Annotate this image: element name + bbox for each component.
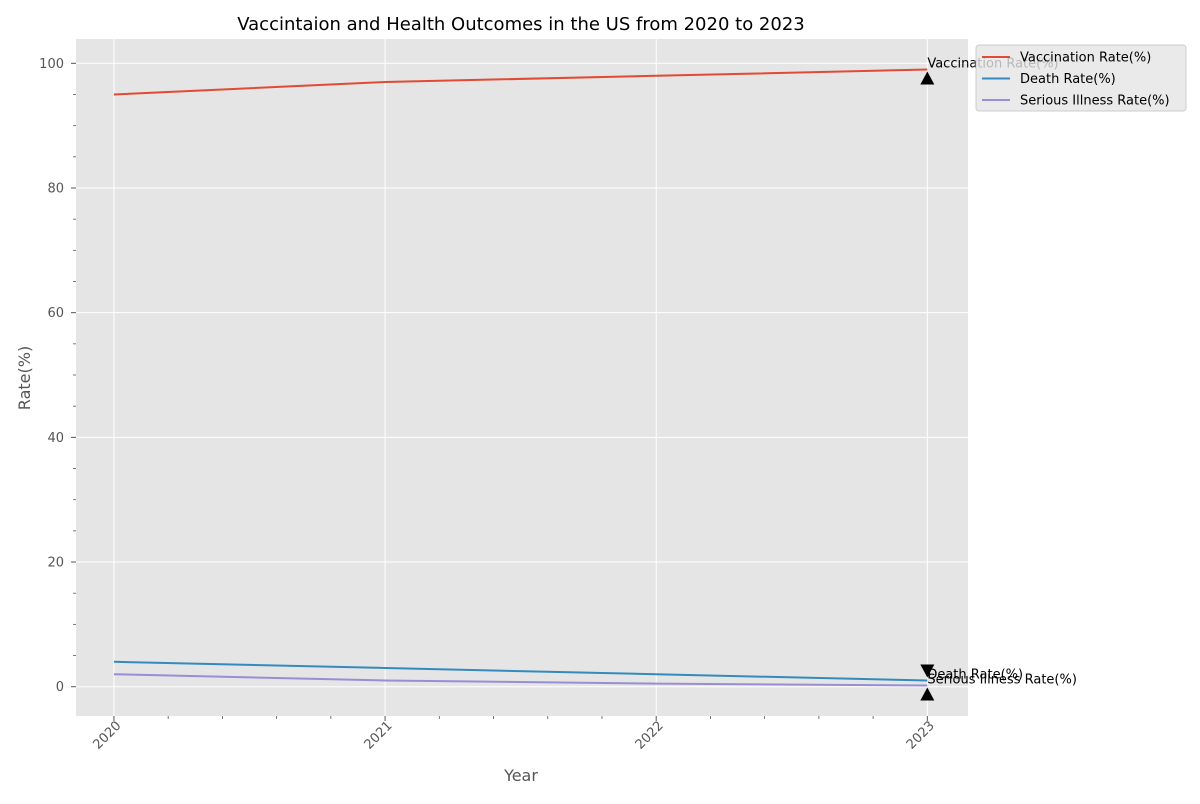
y-axis-ticks: 0 20 40 60 80 100 (39, 57, 76, 695)
y-tick-label: 80 (47, 181, 64, 196)
x-tick-label: 2022 (633, 719, 667, 753)
x-tick-label: 2023 (904, 719, 938, 753)
y-tick-label: 40 (47, 431, 64, 446)
y-tick-label: 20 (47, 556, 64, 571)
y-tick-label: 0 (56, 680, 64, 695)
annotation-label: Serious Illness Rate(%) (927, 672, 1077, 687)
x-axis-ticks: 2020 2021 2022 2023 (90, 716, 937, 753)
chart-title: Vaccintaion and Health Outcomes in the U… (237, 14, 805, 35)
x-axis-label: Year (503, 766, 538, 785)
legend: Vaccination Rate(%) Death Rate(%) Serious … (976, 45, 1186, 111)
y-tick-label: 60 (47, 306, 64, 321)
legend-entry-label: Death Rate(%) (1020, 72, 1116, 87)
legend-entry-label: Serious Illness Rate(%) (1020, 94, 1170, 109)
legend-entry-label: Vaccination Rate(%) (1020, 51, 1151, 66)
y-tick-label: 100 (39, 57, 64, 72)
x-tick-label: 2021 (362, 719, 396, 753)
plot-area (76, 39, 968, 716)
y-axis-label: Rate(%) (15, 346, 34, 410)
x-tick-label: 2020 (90, 719, 124, 753)
